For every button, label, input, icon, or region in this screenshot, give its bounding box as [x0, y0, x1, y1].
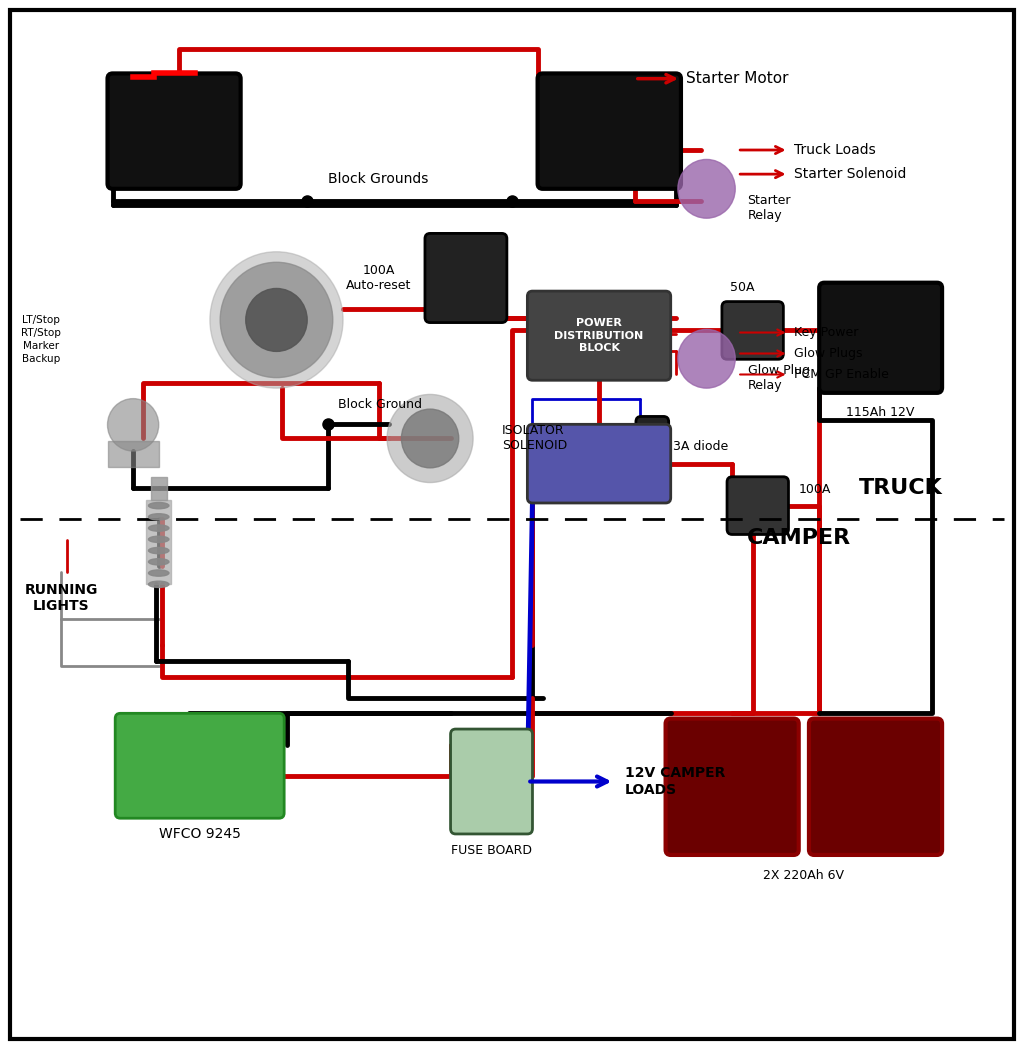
FancyBboxPatch shape — [108, 73, 241, 189]
Text: Starter Solenoid: Starter Solenoid — [794, 167, 906, 181]
Bar — [146, 500, 171, 584]
Ellipse shape — [148, 581, 169, 587]
Text: LT/Stop
RT/Stop
Marker
Backup: LT/Stop RT/Stop Marker Backup — [22, 315, 60, 364]
Text: Key Power: Key Power — [794, 326, 858, 339]
Circle shape — [401, 409, 459, 468]
Text: 3A diode: 3A diode — [673, 441, 728, 453]
FancyBboxPatch shape — [666, 719, 799, 855]
FancyBboxPatch shape — [722, 301, 783, 359]
Circle shape — [387, 394, 473, 483]
Circle shape — [108, 399, 159, 451]
Text: Starter Motor: Starter Motor — [686, 71, 788, 86]
Text: POWER
DISTRIBUTION
BLOCK: POWER DISTRIBUTION BLOCK — [554, 318, 644, 354]
FancyBboxPatch shape — [538, 73, 681, 189]
Text: Truck Loads: Truck Loads — [794, 143, 876, 157]
Text: Starter
Relay: Starter Relay — [748, 194, 791, 221]
Text: 100A: 100A — [799, 484, 831, 496]
Text: Block Ground: Block Ground — [338, 399, 422, 411]
FancyBboxPatch shape — [809, 719, 942, 855]
Text: RUNNING
LIGHTS: RUNNING LIGHTS — [25, 583, 98, 613]
Text: FUSE BOARD: FUSE BOARD — [451, 844, 532, 857]
Text: Glow Plugs: Glow Plugs — [794, 347, 862, 360]
FancyBboxPatch shape — [727, 476, 788, 535]
Ellipse shape — [148, 524, 169, 531]
Ellipse shape — [148, 536, 169, 542]
Text: ISOLATOR
SOLENOID: ISOLATOR SOLENOID — [502, 425, 567, 452]
Bar — [108, 441, 159, 467]
Text: TRUCK: TRUCK — [859, 477, 943, 498]
Text: 12V CAMPER
LOADS: 12V CAMPER LOADS — [625, 767, 725, 796]
Text: PCM GP Enable: PCM GP Enable — [794, 368, 889, 381]
Text: WFCO 9245: WFCO 9245 — [159, 827, 241, 840]
Circle shape — [678, 329, 735, 388]
FancyBboxPatch shape — [115, 713, 285, 818]
FancyBboxPatch shape — [527, 291, 671, 380]
Ellipse shape — [148, 502, 169, 509]
Text: Glow Plug
Relay: Glow Plug Relay — [748, 364, 810, 391]
FancyBboxPatch shape — [819, 282, 942, 392]
Text: 115Ah 12V: 115Ah 12V — [847, 406, 914, 419]
Text: 50A: 50A — [730, 281, 755, 294]
FancyBboxPatch shape — [451, 729, 532, 834]
Circle shape — [210, 252, 343, 388]
Ellipse shape — [148, 514, 169, 520]
Text: CAMPER: CAMPER — [746, 528, 851, 549]
Ellipse shape — [148, 548, 169, 554]
Text: 100A
Auto-reset: 100A Auto-reset — [346, 264, 412, 292]
Circle shape — [678, 159, 735, 218]
Ellipse shape — [148, 570, 169, 576]
Bar — [151, 477, 167, 500]
Circle shape — [246, 288, 307, 351]
Text: Block Grounds: Block Grounds — [328, 172, 428, 186]
FancyBboxPatch shape — [636, 416, 669, 461]
FancyBboxPatch shape — [425, 234, 507, 323]
Circle shape — [220, 262, 333, 378]
Text: 2X 220Ah 6V: 2X 220Ah 6V — [763, 869, 845, 881]
FancyBboxPatch shape — [527, 424, 671, 502]
Ellipse shape — [148, 559, 169, 565]
